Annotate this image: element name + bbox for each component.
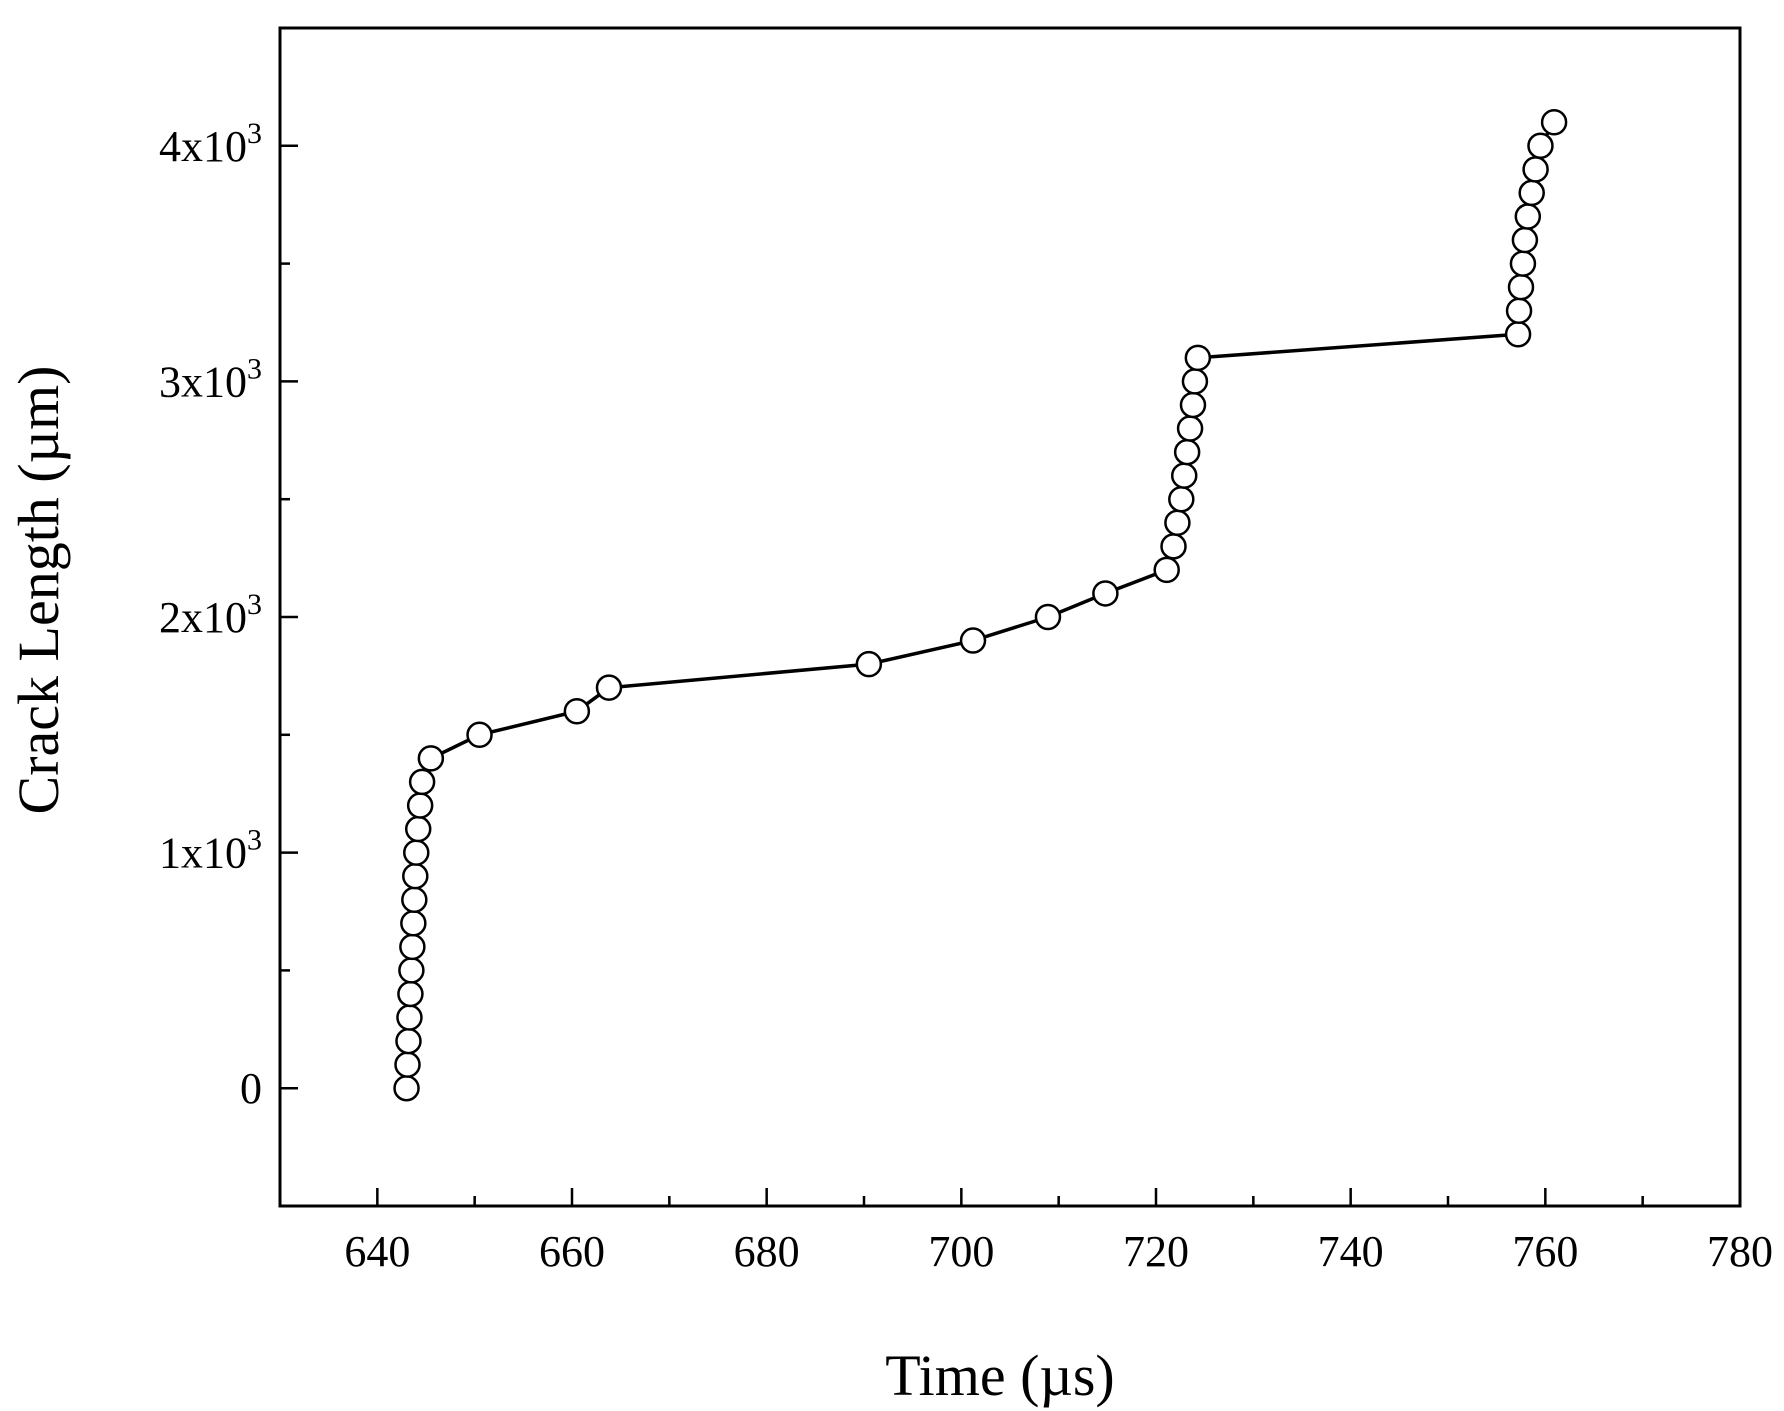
x-axis-title: Time (µs)	[885, 1343, 1114, 1408]
data-point	[1504, 321, 1532, 348]
y-tick-label: 2x103	[159, 588, 262, 642]
data-point	[1170, 462, 1198, 489]
plot-border	[278, 26, 1742, 1208]
data-point	[1092, 580, 1119, 607]
series-line	[404, 121, 1556, 1089]
x-axis-ticks: 640 660 680 700 720 740 760 780	[278, 1188, 1773, 1276]
data-point	[1153, 556, 1180, 584]
x-tick-label: 700	[928, 1227, 994, 1276]
data-point	[1184, 344, 1212, 372]
data-point	[1179, 391, 1207, 419]
data-point	[395, 1027, 422, 1055]
data-point	[394, 1051, 421, 1078]
y-tick-label: 3x103	[159, 352, 262, 406]
data-point	[1176, 415, 1204, 442]
data-point	[401, 886, 428, 913]
data-point	[1173, 438, 1201, 466]
x-tick-label: 640	[344, 1227, 410, 1276]
data-point	[417, 745, 445, 772]
data-point	[1540, 108, 1568, 136]
y-tick-label: 4x103	[159, 117, 262, 171]
data-point	[563, 697, 591, 725]
data-point	[400, 910, 427, 937]
data-point	[396, 1004, 423, 1031]
x-tick-label: 740	[1318, 1227, 1384, 1276]
x-tick-label: 780	[1707, 1227, 1773, 1276]
plot-frame	[278, 26, 1742, 1208]
data-point	[1511, 226, 1539, 254]
data-point	[403, 839, 430, 866]
data-point	[1514, 203, 1542, 230]
data-point	[1527, 132, 1554, 160]
x-tick-label: 760	[1512, 1227, 1578, 1276]
data-point	[1164, 509, 1191, 537]
data-point	[1034, 603, 1062, 631]
data-point	[1160, 533, 1187, 560]
data-point	[402, 862, 429, 890]
data-point	[959, 627, 987, 654]
data-point	[466, 721, 493, 749]
data-point	[1522, 156, 1549, 183]
series-layer	[393, 108, 1568, 1102]
data-point	[408, 768, 436, 796]
y-axis-title: Crack Length (µm)	[6, 366, 71, 815]
data-point	[406, 792, 434, 819]
data-point	[1181, 368, 1209, 395]
x-tick-label: 720	[1123, 1227, 1189, 1276]
data-point	[398, 957, 425, 984]
data-point	[595, 674, 623, 701]
y-tick-label: 0	[240, 1064, 262, 1113]
data-point	[399, 933, 426, 961]
x-tick-label: 680	[734, 1227, 800, 1276]
data-point	[1518, 179, 1545, 207]
data-point	[397, 980, 424, 1008]
y-tick-label: 1x103	[159, 824, 262, 878]
data-point	[1509, 250, 1537, 277]
data-point	[1168, 485, 1195, 513]
data-point	[1507, 273, 1535, 301]
data-point	[1505, 297, 1533, 324]
data-point	[404, 815, 432, 843]
data-point	[393, 1074, 420, 1102]
x-tick-label: 660	[539, 1227, 605, 1276]
y-axis-ticks: 0 1x103 2x103 3x103 4x103	[159, 26, 298, 1208]
data-point	[855, 650, 883, 678]
